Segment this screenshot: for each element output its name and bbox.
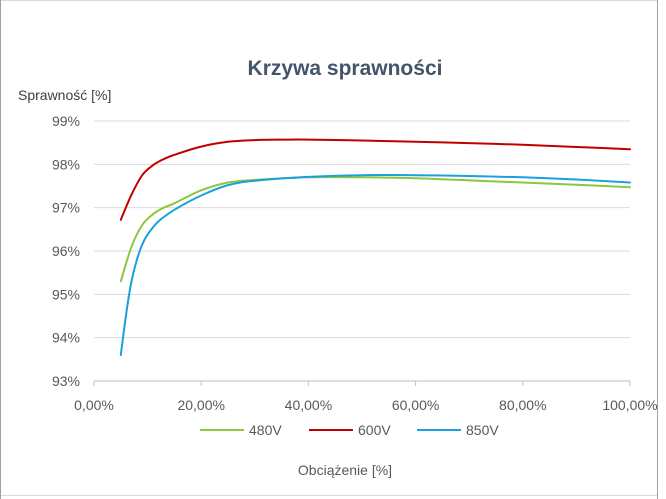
y-tick-label: 96%: [52, 243, 80, 259]
y-tick-label: 99%: [52, 113, 80, 129]
x-tick-label: 100,00%: [602, 397, 657, 413]
x-axis-label: Obciążenie [%]: [298, 462, 392, 478]
y-tick-label: 98%: [52, 156, 80, 172]
y-tick-label: 94%: [52, 330, 80, 346]
x-tick-label: 60,00%: [392, 397, 439, 413]
legend-label-480V: 480V: [249, 422, 282, 438]
x-tick-label: 80,00%: [499, 397, 546, 413]
x-tick-label: 20,00%: [177, 397, 224, 413]
legend: 480V 600V 850V: [200, 422, 499, 438]
legend-label-600V: 600V: [358, 422, 391, 438]
x-tick-label: 40,00%: [285, 397, 332, 413]
series-line-480V: [119, 176, 631, 283]
y-tick-label: 97%: [52, 200, 80, 216]
y-tick-label: 95%: [52, 286, 80, 302]
series-line-850V: [119, 174, 631, 356]
y-tick-label: 93%: [52, 373, 80, 389]
chart-title: Krzywa sprawności: [248, 57, 443, 80]
series-line-600V: [119, 138, 631, 221]
x-tick-label: 0,00%: [74, 397, 114, 413]
y-axis-label: Sprawność [%]: [18, 87, 111, 103]
legend-label-850V: 850V: [466, 422, 499, 438]
plot-area: 93% 94% 95% 96% 97% 98% 99% 0,00% 20,00% 40,00% 60…: [52, 113, 658, 413]
